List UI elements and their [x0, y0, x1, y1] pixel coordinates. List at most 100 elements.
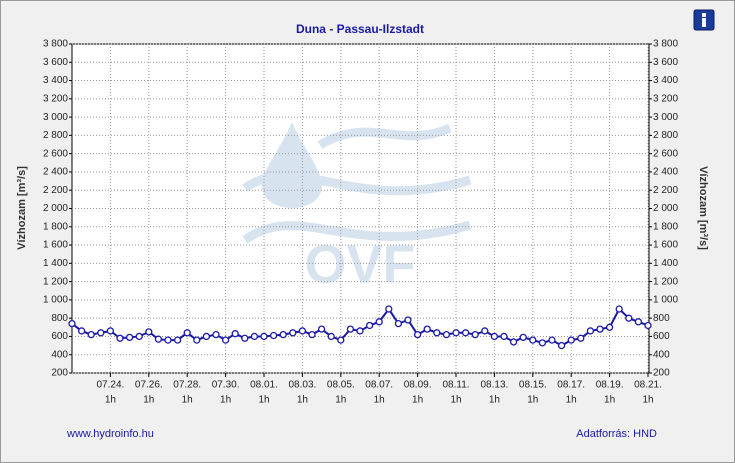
data-point	[337, 336, 345, 344]
x-tick-sublabel: 1h	[566, 395, 577, 406]
y-tick-label: 1 600	[43, 240, 68, 251]
y-tick-label: 3 200	[43, 93, 68, 104]
data-point	[500, 332, 508, 341]
y2-tick-label: 3 800	[653, 39, 678, 50]
y2-tick-label: 3 000	[653, 112, 678, 123]
y-axis-label: Vízhozam [m³/s]	[16, 166, 28, 250]
x-tick-label: 08.15.	[519, 380, 547, 391]
data-point	[77, 327, 86, 335]
data-point	[202, 332, 211, 341]
data-point	[68, 319, 76, 328]
data-point	[481, 327, 489, 335]
chart-title: Duna - Passau-Ilzstadt	[296, 22, 424, 36]
data-point	[154, 335, 163, 343]
y2-tick-label: 2 400	[653, 167, 678, 178]
data-point	[394, 319, 403, 328]
footer-data-source: Adatforrás: HND	[576, 428, 657, 440]
x-tick-sublabel: 1h	[297, 395, 308, 406]
y-tick-label: 3 400	[43, 75, 68, 86]
x-tick-label: 07.28.	[173, 380, 201, 391]
data-point	[145, 328, 153, 336]
data-point	[577, 334, 585, 342]
data-point	[308, 330, 316, 339]
y-tick-label: 1 000	[43, 295, 68, 306]
data-point	[605, 323, 614, 331]
y2-tick-label: 1 000	[653, 295, 678, 306]
y-tick-label: 3 600	[43, 57, 68, 68]
y-tick-label: 1 400	[43, 258, 68, 269]
data-point	[356, 327, 364, 335]
data-point	[490, 332, 499, 341]
data-point	[413, 330, 422, 339]
y2-tick-label: 3 400	[653, 75, 678, 86]
y2-tick-label: 2 000	[653, 203, 678, 214]
data-point	[375, 318, 383, 326]
footer-source-link[interactable]: www.hydroinfo.hu	[66, 428, 154, 440]
x-tick-label: 08.03.	[288, 380, 316, 391]
data-point	[634, 318, 643, 326]
data-point	[231, 330, 239, 338]
y-tick-label: 600	[51, 331, 68, 342]
data-point	[509, 338, 518, 346]
data-point	[193, 336, 201, 344]
x-tick-label: 08.11.	[442, 380, 469, 391]
y2-axis-label: Vízhozam [m³/s]	[697, 166, 709, 250]
data-point	[269, 331, 278, 340]
x-tick-sublabel: 1h	[489, 395, 500, 406]
x-tick-sublabel: 1h	[335, 395, 346, 406]
data-point	[519, 333, 527, 342]
y2-tick-label: 200	[653, 368, 670, 379]
y2-tick-label: 1 800	[653, 221, 678, 232]
x-tick-sublabel: 1h	[642, 395, 653, 406]
x-tick-sublabel: 1h	[604, 395, 615, 406]
data-point	[212, 330, 220, 339]
data-point	[644, 321, 652, 330]
x-tick-sublabel: 1h	[182, 395, 193, 406]
x-tick-sublabel: 1h	[143, 395, 154, 406]
x-tick-sublabel: 1h	[412, 395, 423, 406]
data-point	[529, 336, 537, 344]
data-point	[557, 341, 566, 350]
watermark	[242, 122, 472, 244]
y2-tick-label: 2 200	[653, 185, 678, 196]
x-tick-sublabel: 1h	[450, 395, 461, 406]
data-point	[116, 334, 124, 342]
y2-tick-label: 3 200	[653, 93, 678, 104]
y-tick-label: 1 200	[43, 276, 68, 287]
x-tick-label: 08.17.	[557, 380, 585, 391]
y2-tick-label: 2 800	[653, 130, 678, 141]
y2-tick-label: 2 600	[653, 148, 678, 159]
data-point	[365, 321, 374, 330]
data-point	[279, 330, 287, 339]
watermark-text: OVF	[304, 234, 415, 294]
info-icon[interactable]	[693, 9, 715, 31]
x-tick-sublabel: 1h	[258, 395, 269, 406]
x-tick-label: 08.13.	[480, 380, 508, 391]
y-tick-label: 3 000	[43, 112, 68, 123]
data-point	[461, 329, 470, 337]
y2-tick-label: 3 600	[653, 57, 678, 68]
data-point	[404, 316, 412, 324]
y2-tick-label: 1 200	[653, 276, 678, 287]
x-tick-sublabel: 1h	[374, 395, 385, 406]
x-tick-label: 08.01.	[250, 380, 278, 391]
x-tick-label: 08.07.	[365, 380, 393, 391]
data-point	[164, 336, 172, 344]
data-point	[596, 325, 604, 333]
x-tick-label: 07.30.	[212, 380, 240, 391]
data-point	[433, 329, 441, 337]
data-point	[125, 333, 134, 342]
data-point	[346, 325, 355, 333]
x-tick-label: 08.21.	[634, 380, 662, 391]
data-point	[241, 334, 249, 342]
y-tick-label: 800	[51, 313, 68, 324]
x-tick-label: 07.24.	[96, 380, 124, 391]
y-tick-label: 2 200	[43, 185, 68, 196]
data-point	[289, 329, 297, 337]
data-point	[327, 332, 335, 341]
y-tick-label: 200	[51, 368, 68, 379]
x-tick-label: 08.19.	[596, 380, 624, 391]
x-tick-sublabel: 1h	[527, 395, 538, 406]
y2-tick-label: 1 600	[653, 240, 678, 251]
